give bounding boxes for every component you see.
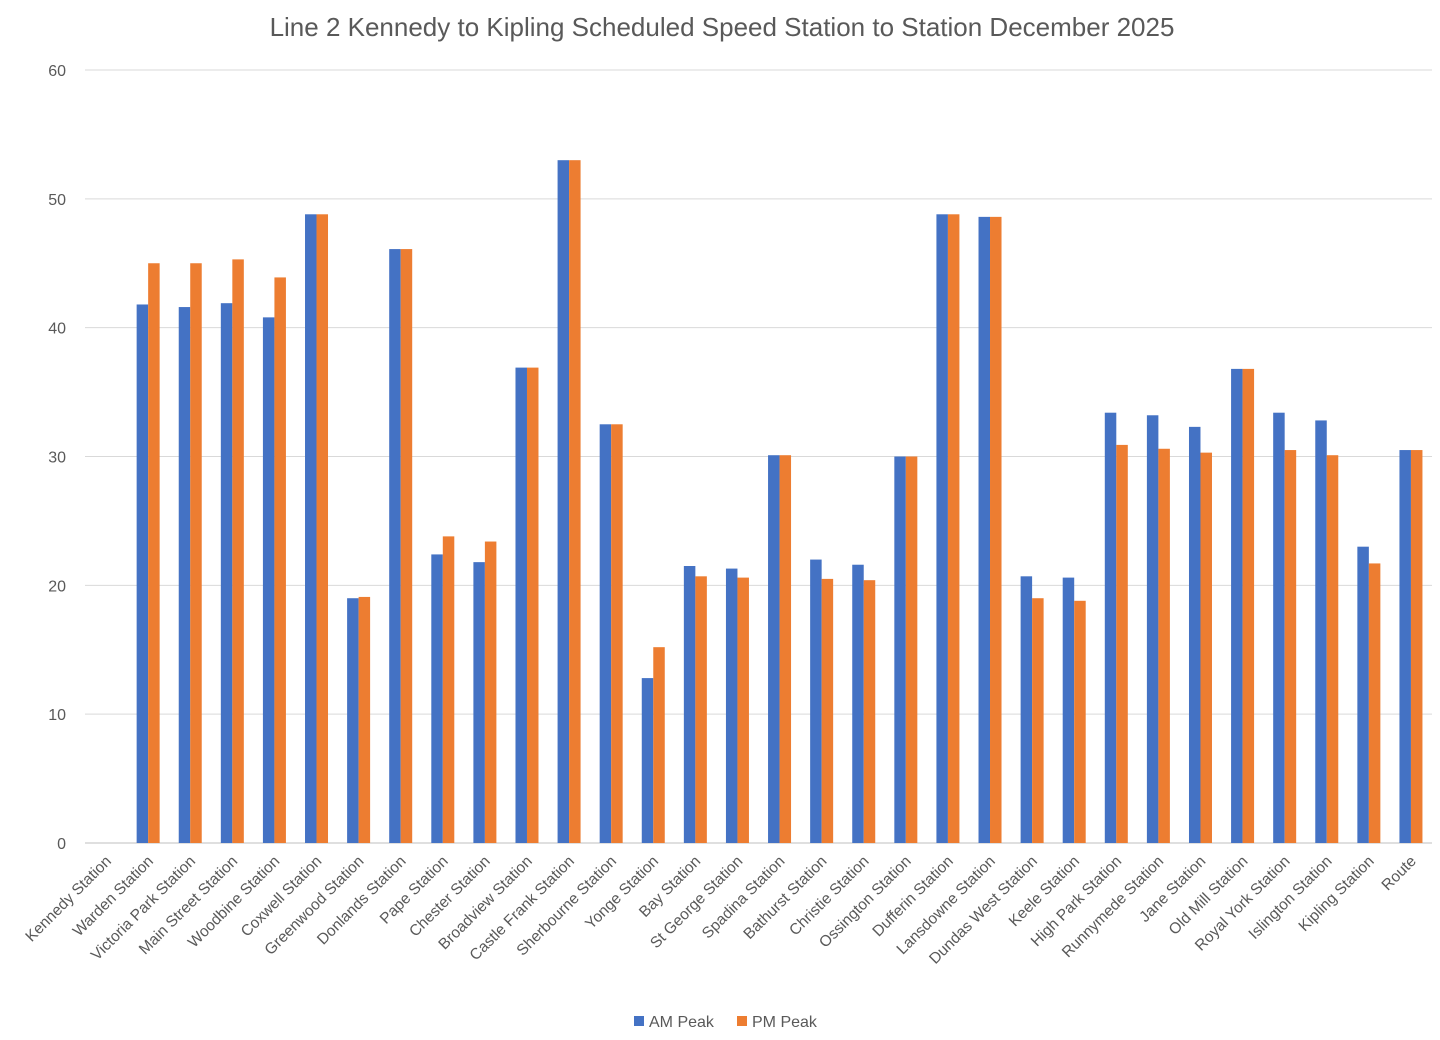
bar-am [641,678,654,843]
bar-am [894,456,906,843]
bar-am [473,562,485,843]
bar-pm [1032,598,1044,843]
y-tick-label: 10 [48,707,66,724]
bar-pm [1242,368,1255,843]
y-tick-label: 30 [48,450,66,467]
y-tick-label: 0 [57,836,66,853]
legend-label-pm: PM Peak [752,1014,818,1031]
y-tick-label: 20 [48,578,66,595]
bar-pm [1074,600,1086,843]
bar-pm [232,259,244,843]
bar-pm [779,455,792,843]
bar-am [599,424,612,843]
bar-pm [484,541,497,843]
bar-am [136,304,149,843]
bar-pm [1116,444,1128,843]
gridlines [85,69,1432,844]
bar-am [725,568,738,843]
bar-pm [611,424,623,843]
legend-swatch-pm [737,1016,747,1026]
legend: AM Peak PM Peak [634,1014,818,1031]
x-tick-label: Kipling Station [1296,853,1378,935]
bar-am [178,307,191,843]
bar-pm [1326,455,1339,843]
legend-label-am: AM Peak [649,1014,715,1031]
bar-am [852,564,864,843]
bar-am [220,303,233,843]
legend-swatch-am [634,1016,644,1026]
x-tick-label: Yonge Station [582,853,662,933]
bar-pm [442,536,455,843]
bar-am [1399,450,1411,843]
bar-am [557,160,570,843]
bar-pm [1158,448,1170,843]
bar-am [431,554,443,843]
bar-pm [526,367,539,843]
bar-am [810,559,822,843]
bar-am [1146,415,1159,843]
bar-am [1273,412,1285,843]
bar-pm [316,214,329,843]
bar-pm [695,576,707,843]
bar-am [1020,576,1033,843]
y-tick-label: 60 [48,63,66,80]
y-tick-label: 40 [48,321,66,338]
bar-am [1357,546,1369,843]
bar-pm [737,577,749,843]
bar-pm [400,249,413,843]
bar-pm [947,214,960,843]
bar-am [262,317,275,843]
bar-pm [863,580,876,843]
bar-am [389,249,401,843]
chart-title: Line 2 Kennedy to Kipling Scheduled Spee… [270,12,1175,42]
bar-am [768,455,780,843]
bar-am [305,214,317,843]
bar-am [1062,577,1075,843]
x-tick-label: Route [1379,853,1420,894]
bar-pm [190,263,202,843]
bar-pm [1368,563,1381,843]
bar-pm [1410,450,1423,843]
bar-am [1315,420,1327,843]
bar-pm [358,596,371,843]
bar-pm [274,277,286,844]
bar-am [1188,426,1201,843]
bar-pm [990,216,1002,843]
bar-am [515,367,527,843]
y-tick-label: 50 [48,192,66,209]
bar-am [978,216,991,843]
bar-pm [569,160,581,843]
bar-pm [148,263,160,843]
bar-pm [1284,450,1297,843]
bar-pm [821,578,834,843]
bar-am [1104,412,1117,843]
bar-pm [905,456,918,843]
bar-pm [653,647,665,843]
bar-pm [1200,452,1212,843]
bar-am [936,214,948,843]
bar-am [347,598,359,843]
y-axis-ticks: 0 10 20 30 40 50 60 [48,63,66,853]
bars [136,160,1423,844]
bar-am [1231,368,1243,843]
bar-am [683,566,696,843]
